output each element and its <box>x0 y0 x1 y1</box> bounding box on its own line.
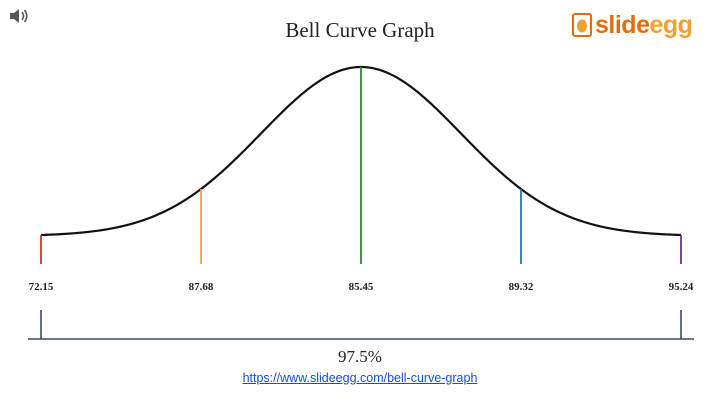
logo-text: slideegg <box>595 10 693 39</box>
percent-label: 97.5% <box>338 347 382 366</box>
marker-label-1: 72.15 <box>29 281 54 293</box>
slideegg-logo[interactable]: slideegg <box>572 10 693 40</box>
egg-logo-icon <box>572 13 592 37</box>
source-link[interactable]: https://www.slideegg.com/bell-curve-grap… <box>242 371 478 385</box>
marker-label-3: 85.45 <box>349 281 374 293</box>
speaker-icon[interactable] <box>8 6 30 26</box>
marker-label-4: 89.32 <box>509 281 534 293</box>
marker-label-2: 87.68 <box>189 281 214 293</box>
slide-title: Bell Curve Graph <box>285 18 435 42</box>
marker-label-5: 95.24 <box>669 281 694 293</box>
